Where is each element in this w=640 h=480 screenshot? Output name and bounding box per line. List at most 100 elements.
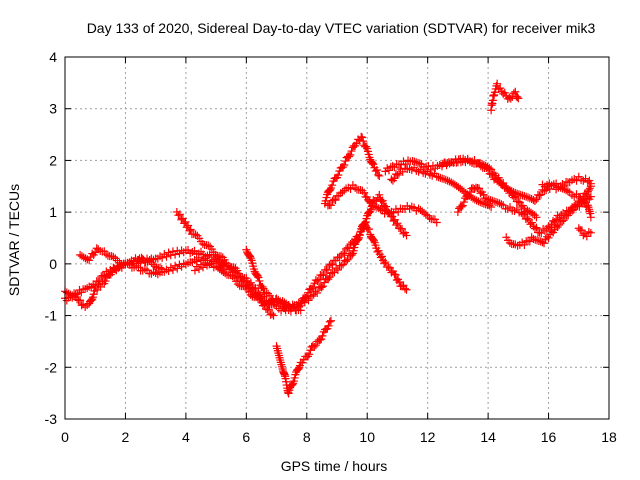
data-point bbox=[79, 253, 88, 262]
data-point bbox=[334, 171, 343, 180]
data-point bbox=[484, 195, 493, 204]
data-point bbox=[125, 258, 134, 267]
data-point bbox=[155, 263, 164, 272]
data-point bbox=[254, 273, 263, 282]
data-point bbox=[241, 282, 250, 291]
data-point bbox=[342, 257, 351, 266]
data-point bbox=[255, 276, 264, 285]
data-point bbox=[246, 252, 255, 261]
data-point bbox=[358, 133, 367, 142]
data-point bbox=[496, 84, 505, 93]
data-point bbox=[525, 194, 534, 203]
data-point bbox=[585, 184, 594, 193]
y-tick-label: 2 bbox=[49, 152, 57, 168]
data-point bbox=[493, 79, 502, 88]
data-point bbox=[83, 284, 92, 293]
data-point bbox=[479, 199, 488, 208]
data-point bbox=[511, 87, 520, 96]
data-point bbox=[542, 186, 551, 195]
data-point bbox=[362, 142, 371, 151]
data-point bbox=[326, 316, 335, 325]
data-point bbox=[497, 200, 506, 209]
data-point bbox=[357, 132, 366, 141]
data-point bbox=[524, 236, 533, 245]
data-point bbox=[579, 231, 588, 240]
data-point bbox=[512, 92, 521, 101]
data-point bbox=[265, 305, 273, 314]
data-point bbox=[483, 200, 492, 209]
data-point bbox=[190, 266, 199, 275]
data-point bbox=[413, 158, 422, 167]
y-tick-label: 3 bbox=[49, 101, 57, 117]
data-point bbox=[259, 284, 268, 293]
data-point bbox=[546, 223, 555, 232]
data-point bbox=[434, 173, 443, 182]
data-point bbox=[366, 230, 375, 239]
data-point bbox=[150, 262, 159, 271]
data-point bbox=[104, 270, 113, 279]
data-point bbox=[412, 158, 421, 167]
data-point bbox=[162, 252, 171, 261]
data-point bbox=[318, 282, 327, 291]
data-point bbox=[135, 254, 144, 263]
data-point bbox=[443, 176, 452, 185]
data-point bbox=[229, 263, 238, 272]
data-point bbox=[288, 380, 297, 389]
x-tick-label: 16 bbox=[541, 429, 557, 445]
data-point bbox=[307, 292, 316, 301]
data-point bbox=[384, 166, 393, 175]
data-point bbox=[326, 269, 335, 278]
data-point bbox=[520, 209, 529, 218]
data-point bbox=[514, 197, 523, 206]
data-point bbox=[432, 218, 441, 227]
data-point bbox=[345, 152, 354, 161]
data-point bbox=[491, 197, 500, 206]
data-point bbox=[306, 346, 315, 355]
y-tick-label: -3 bbox=[45, 411, 58, 427]
data-point bbox=[304, 296, 313, 305]
data-point bbox=[194, 265, 203, 274]
data-point bbox=[186, 225, 195, 234]
data-point bbox=[582, 232, 591, 241]
data-point bbox=[564, 211, 573, 220]
data-point bbox=[463, 192, 472, 201]
data-point bbox=[377, 252, 386, 261]
x-tick-label: 6 bbox=[242, 429, 250, 445]
data-point bbox=[343, 255, 352, 264]
data-point bbox=[415, 159, 424, 168]
data-point bbox=[486, 196, 495, 205]
data-point bbox=[482, 164, 491, 173]
data-point bbox=[382, 202, 391, 211]
data-point bbox=[485, 201, 494, 210]
data-point bbox=[359, 137, 368, 146]
data-point bbox=[481, 200, 490, 209]
data-point bbox=[328, 260, 337, 269]
data-point bbox=[518, 191, 527, 200]
data-point bbox=[326, 185, 335, 194]
data-point bbox=[300, 298, 309, 307]
y-tick-label: -1 bbox=[45, 308, 58, 324]
data-point bbox=[324, 275, 333, 284]
data-point bbox=[309, 290, 318, 299]
data-point bbox=[476, 162, 485, 171]
x-tick-label: 18 bbox=[601, 429, 617, 445]
data-point bbox=[369, 201, 378, 210]
data-point bbox=[495, 199, 504, 208]
data-point bbox=[540, 239, 549, 248]
data-point bbox=[366, 207, 375, 216]
x-tick-label: 4 bbox=[182, 429, 190, 445]
data-point bbox=[253, 293, 262, 302]
data-point bbox=[326, 201, 335, 210]
data-point bbox=[318, 331, 327, 340]
x-tick-label: 8 bbox=[303, 429, 311, 445]
data-point bbox=[338, 188, 347, 197]
data-point bbox=[522, 192, 531, 201]
data-point bbox=[341, 157, 350, 166]
data-point bbox=[488, 196, 497, 205]
chart-title: Day 133 of 2020, Sidereal Day-to-day VTE… bbox=[87, 20, 596, 36]
data-point bbox=[513, 93, 522, 102]
data-point bbox=[513, 189, 522, 198]
data-point bbox=[395, 278, 404, 287]
x-tick-label: 2 bbox=[122, 429, 130, 445]
